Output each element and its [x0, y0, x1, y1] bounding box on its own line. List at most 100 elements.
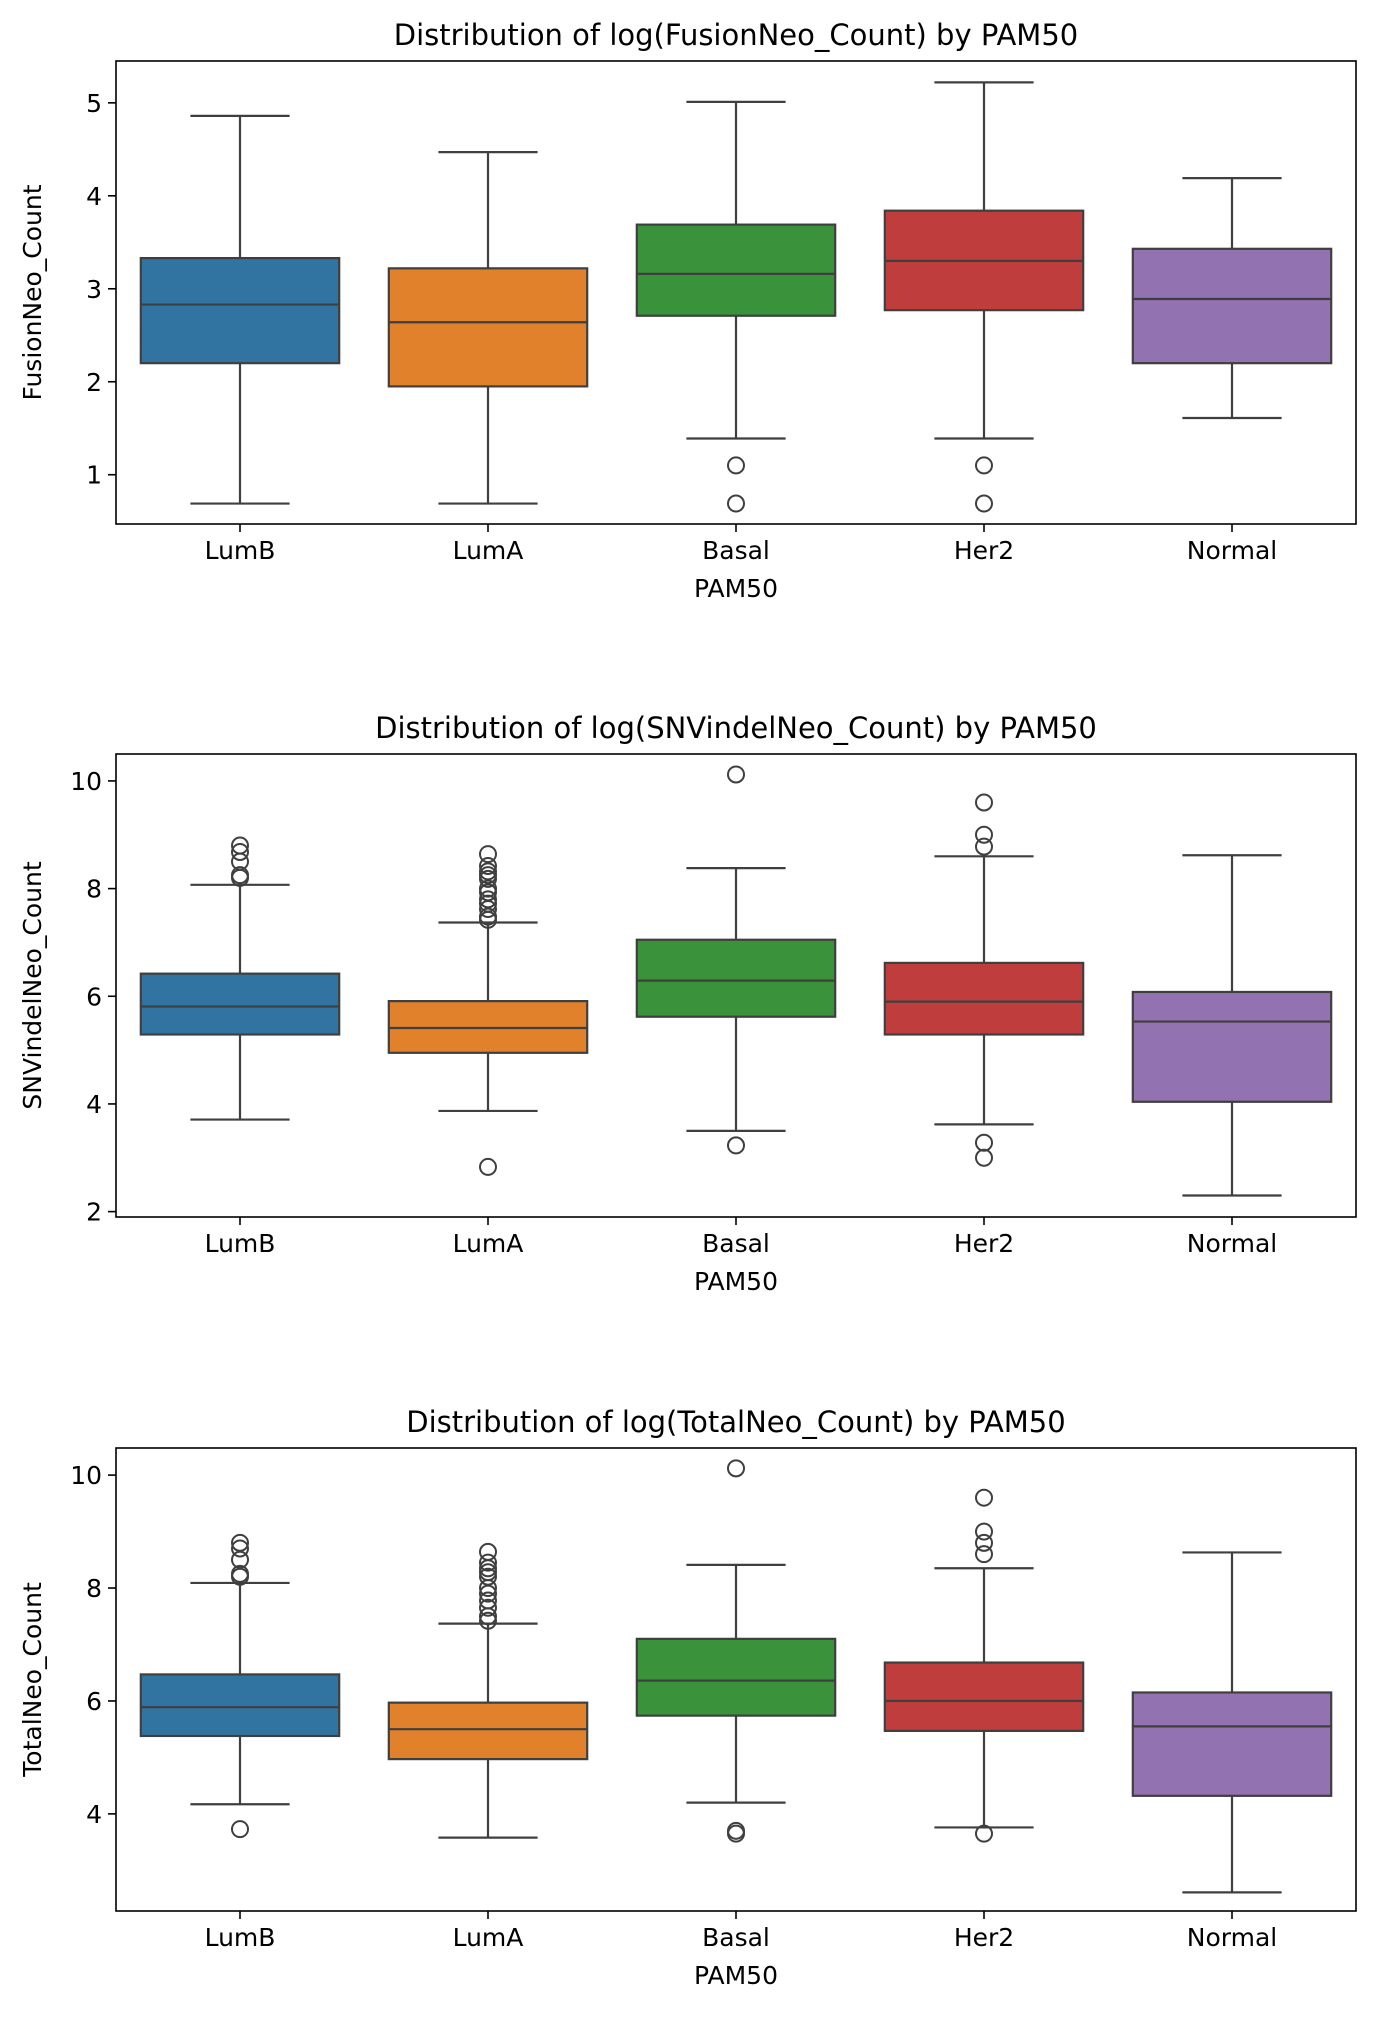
chart-title: Distribution of log(FusionNeo_Count) by … [394, 18, 1078, 52]
box-iqr [387, 267, 589, 388]
x-tick-label: LumB [205, 1923, 276, 1952]
outlier-point [231, 1564, 249, 1583]
x-tick-label: Basal [702, 1923, 770, 1952]
y-tick-label: 10 [70, 767, 102, 796]
y-tick-label: 4 [86, 182, 102, 211]
outlier-point [975, 1533, 993, 1552]
outlier-point [479, 890, 497, 909]
x-axis-label: PAM50 [694, 1961, 778, 1990]
chart-panel-1: Distribution of log(FusionNeo_Count) by … [18, 18, 1357, 603]
y-tick-label: 4 [86, 1090, 102, 1119]
outlier-point [975, 1522, 993, 1541]
x-tick-label: LumA [453, 1229, 524, 1258]
x-tick-label: Basal [702, 1229, 770, 1258]
outlier-point [231, 1820, 249, 1839]
y-axis-label: FusionNeo_Count [18, 184, 47, 400]
outlier-point [479, 879, 497, 898]
box-iqr [1131, 247, 1333, 365]
box-iqr [387, 1701, 589, 1761]
x-tick-label: Her2 [954, 536, 1014, 565]
y-tick-label: 8 [86, 875, 102, 904]
y-tick-label: 5 [86, 89, 102, 118]
outlier-point [231, 1533, 249, 1552]
outlier-point [479, 907, 497, 926]
outlier-point [975, 1488, 993, 1507]
box-basal [635, 765, 837, 1155]
x-tick-label: Basal [702, 536, 770, 565]
outlier-point [479, 862, 497, 881]
y-tick-label: 3 [86, 275, 102, 304]
chart-title: Distribution of log(TotalNeo_Count) by P… [406, 1405, 1065, 1439]
outlier-point [479, 1611, 497, 1630]
box-iqr [883, 961, 1085, 1036]
box-luma [387, 845, 589, 1176]
outlier-point [727, 1821, 745, 1840]
outlier-point [231, 836, 249, 855]
outlier-point [975, 456, 993, 475]
box-basal [635, 1459, 837, 1843]
box-lumb [139, 1533, 341, 1839]
x-tick-label: Normal [1187, 1229, 1277, 1258]
outlier-point [479, 1542, 497, 1561]
box-normal [1131, 1551, 1333, 1894]
outlier-point [727, 1136, 745, 1155]
box-her2 [883, 1488, 1085, 1843]
outlier-point [727, 765, 745, 784]
y-axis-label: SNVindelNeo_Count [18, 861, 47, 1109]
box-iqr [635, 1637, 837, 1717]
box-iqr [883, 1661, 1085, 1732]
x-tick-label: LumA [453, 1923, 524, 1952]
outlier-point [975, 1824, 993, 1843]
outlier-point [975, 837, 993, 856]
outlier-point [479, 845, 497, 864]
outlier-point [479, 1553, 497, 1572]
x-axis-label: PAM50 [694, 574, 778, 603]
x-tick-label: Normal [1187, 1923, 1277, 1952]
box-iqr [139, 257, 341, 365]
box-lumb [139, 836, 341, 1121]
box-basal [635, 100, 837, 513]
y-tick-label: 6 [86, 1687, 102, 1716]
x-tick-label: Her2 [954, 1923, 1014, 1952]
outlier-point [727, 456, 745, 475]
box-iqr [1131, 990, 1333, 1103]
x-tick-label: LumB [205, 536, 276, 565]
x-tick-label: Her2 [954, 1229, 1014, 1258]
chart-panel-2: Distribution of log(SNVindelNeo_Count) b… [18, 711, 1357, 1296]
box-iqr [635, 938, 837, 1018]
box-iqr [139, 1673, 341, 1738]
outlier-point [479, 1591, 497, 1610]
box-lumb [139, 114, 341, 505]
outlier-point [975, 793, 993, 812]
outlier-point [975, 494, 993, 513]
outlier-point [727, 494, 745, 513]
outlier-point [479, 856, 497, 875]
outlier-point [975, 1133, 993, 1152]
y-tick-label: 2 [86, 1198, 102, 1227]
outlier-point [231, 842, 249, 861]
x-tick-label: LumB [205, 1229, 276, 1258]
outlier-point [479, 1598, 497, 1617]
box-luma [387, 1542, 589, 1839]
y-tick-label: 4 [86, 1800, 102, 1829]
chart-panel-3: Distribution of log(TotalNeo_Count) by P… [18, 1405, 1357, 1990]
outlier-point [975, 1545, 993, 1564]
x-tick-label: LumA [453, 536, 524, 565]
y-tick-label: 1 [86, 461, 102, 490]
y-tick-label: 10 [70, 1461, 102, 1490]
outlier-point [479, 1157, 497, 1176]
y-tick-label: 8 [86, 1574, 102, 1603]
box-normal [1131, 854, 1333, 1197]
box-normal [1131, 177, 1333, 420]
outlier-point [231, 1539, 249, 1558]
outlier-point [975, 825, 993, 844]
box-luma [387, 151, 589, 505]
outlier-point [231, 866, 249, 885]
x-tick-label: Normal [1187, 536, 1277, 565]
chart-title: Distribution of log(SNVindelNeo_Count) b… [375, 711, 1097, 745]
box-her2 [883, 793, 1085, 1167]
outlier-point [479, 1567, 497, 1586]
y-axis-label: TotalNeo_Count [18, 1582, 47, 1778]
box-iqr [1131, 1691, 1333, 1797]
